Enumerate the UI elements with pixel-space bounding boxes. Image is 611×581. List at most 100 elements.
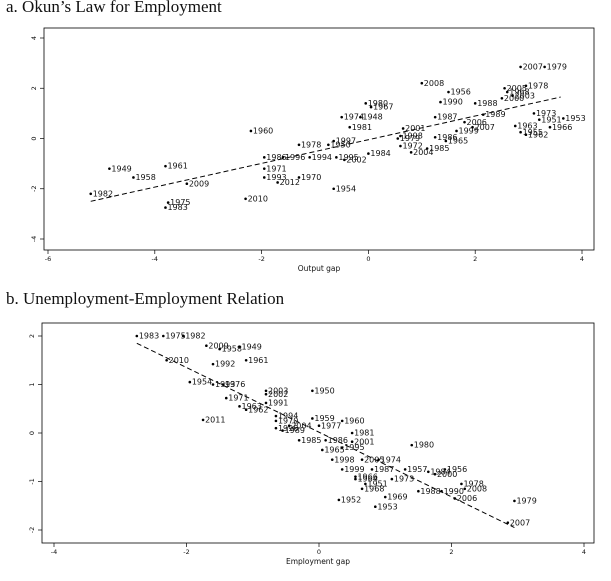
data-point <box>463 120 466 124</box>
data-point <box>503 86 506 90</box>
data-point-label: 1991 <box>268 399 288 408</box>
data-point-label: 1993 <box>266 173 286 182</box>
data-point-label: 2007 <box>475 123 495 132</box>
data-point <box>330 458 334 461</box>
data-point <box>297 176 301 179</box>
data-point <box>249 129 253 133</box>
data-point <box>327 143 330 147</box>
data-point <box>433 135 437 139</box>
data-point-label: 1962 <box>528 130 548 139</box>
data-point <box>543 65 546 69</box>
y-tick-label: 4 <box>30 36 38 40</box>
data-point <box>481 113 485 116</box>
data-point-label: 1978 <box>301 140 321 149</box>
data-point-label: 1966 <box>552 123 572 132</box>
data-point-label: 1981 <box>354 429 374 438</box>
data-point-label: 2005 <box>507 84 527 93</box>
x-tick-label: -2 <box>183 548 189 556</box>
data-point <box>399 144 402 148</box>
data-point-label: 2007 <box>523 62 543 71</box>
data-point-label: 1971 <box>228 394 248 403</box>
data-point-label: 1968 <box>364 484 384 493</box>
x-tick-label: 4 <box>582 548 586 556</box>
data-point <box>205 344 208 347</box>
data-point-label: 1951 <box>367 480 387 489</box>
x-tick-label: -2 <box>258 255 264 263</box>
data-point-label: 1987 <box>437 113 457 122</box>
data-point-label: 1989 <box>285 426 305 435</box>
y-tick-label: 0 <box>28 431 36 435</box>
data-point-label: 1980 <box>368 99 388 108</box>
data-point <box>374 505 377 509</box>
data-point-label: 1966 <box>357 472 377 481</box>
data-point-label: 1998 <box>334 455 354 464</box>
y-tick-label: -4 <box>30 236 38 242</box>
data-point-label: 2007 <box>510 518 530 527</box>
data-point <box>281 429 284 432</box>
data-point-label: 2001 <box>354 437 374 446</box>
data-point <box>274 426 278 430</box>
data-point <box>287 424 291 428</box>
y-tick-label: 1 <box>28 382 36 386</box>
data-point-label: 1967 <box>373 103 393 112</box>
data-point-label: 2011 <box>205 416 225 425</box>
data-point <box>513 124 517 128</box>
data-point-label: 1965 <box>448 137 468 146</box>
data-point-label: 1962 <box>248 405 268 414</box>
data-point <box>244 358 248 362</box>
data-point-label: 1975 <box>170 198 190 207</box>
data-point-label: 2006 <box>457 494 477 503</box>
data-point-label: 1980 <box>414 441 434 450</box>
x-tick-label: 4 <box>580 255 584 263</box>
data-point <box>369 105 373 109</box>
data-point-label: 1963 <box>517 122 537 131</box>
data-point-label: 1953 <box>565 114 585 123</box>
data-point <box>221 383 225 386</box>
data-point <box>420 81 424 85</box>
data-point-label: 1952 <box>341 496 361 505</box>
data-point-label: 1993 <box>215 380 235 389</box>
data-point-label: 2006 <box>467 118 487 127</box>
data-point-label: 1957 <box>407 465 427 474</box>
data-point <box>364 102 368 105</box>
chart-a: -6 -4 -2 0 2 4 -4 -2 0 2 4 Output gap 1982 1949 1958 19… <box>30 27 595 273</box>
data-point <box>364 482 367 486</box>
data-point <box>162 334 165 338</box>
data-point-label: 2000 <box>504 94 524 103</box>
x-tick-label: -4 <box>152 255 158 263</box>
data-point <box>297 438 301 442</box>
data-point <box>417 489 420 493</box>
data-point <box>264 401 268 405</box>
data-point <box>337 498 341 502</box>
x-tick-label: 2 <box>473 255 477 263</box>
data-point-label: 1996 <box>278 424 298 433</box>
data-point-label: 2002 <box>346 155 366 164</box>
y-tick-label: 0 <box>30 136 38 140</box>
data-point-label: 2004 <box>413 148 433 157</box>
data-point <box>185 182 189 186</box>
data-point-label: 1990 <box>442 98 462 107</box>
data-point-label: 1994 <box>312 153 332 162</box>
data-point <box>244 408 248 412</box>
data-point <box>350 440 354 444</box>
x-axis-label: Output gap <box>298 264 341 273</box>
data-point-label: 1949 <box>111 164 131 173</box>
data-point <box>500 97 504 100</box>
data-point <box>463 487 467 491</box>
data-point <box>164 164 167 168</box>
data-point-label: 1959 <box>314 414 334 423</box>
data-point <box>383 495 387 499</box>
data-point <box>410 443 414 447</box>
data-point-label: 1984 <box>370 149 390 158</box>
data-point <box>562 117 565 120</box>
data-point <box>348 125 352 129</box>
x-tick-label: -4 <box>51 548 57 556</box>
data-point-label: 1961 <box>248 356 268 365</box>
data-point <box>317 424 321 428</box>
y-tick-label: 2 <box>30 86 38 90</box>
data-point-label: 1976 <box>225 380 245 389</box>
data-point-label: 1997 <box>336 137 356 146</box>
data-point <box>433 472 437 476</box>
data-point <box>218 347 221 351</box>
data-point <box>537 118 541 121</box>
